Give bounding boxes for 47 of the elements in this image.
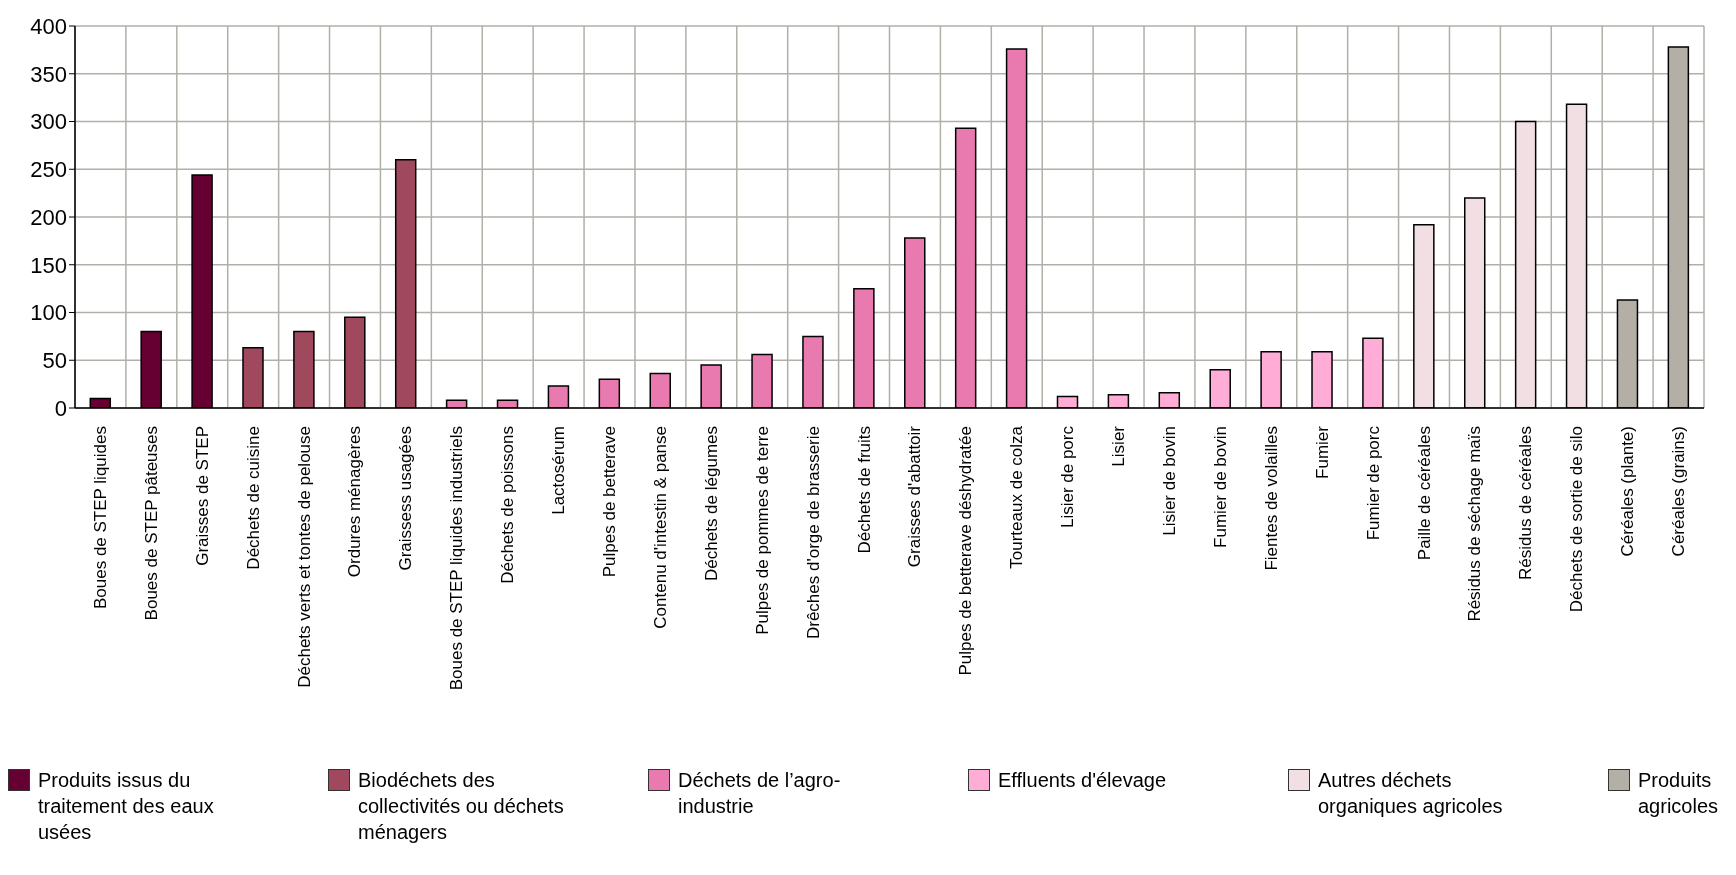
x-tick-label: Fumier (1312, 425, 1332, 479)
x-tick-label: Déchets verts et tontes de pelouse (294, 426, 314, 688)
x-tick-label: Fientes de volailles (1261, 426, 1281, 571)
legend-label: Déchets de l’agro-industrie (678, 768, 842, 819)
x-tick-label: Céréales (grains) (1669, 426, 1689, 557)
x-tick-label: Graissess usagées (396, 426, 416, 571)
x-tick-label: Résidus de séchage maïs (1465, 426, 1485, 622)
legend-label: Produits issus du traitement des eaux usées (38, 768, 215, 845)
legend-label: Biodéchets des collectivités ou déchets ménagers (358, 768, 565, 845)
x-tick-label: Déchets de fruits (854, 426, 874, 554)
y-tick-label: 300 (30, 109, 67, 135)
y-tick-label: 100 (30, 300, 67, 326)
x-tick-label: Céréales (plante) (1618, 426, 1638, 557)
x-tick-label: Fumier de bovin (1210, 426, 1230, 548)
y-tick-label: 200 (30, 204, 67, 230)
x-tick-label: Pulpes de betterave (600, 426, 620, 578)
legend-label: Produits agricoles (1638, 768, 1719, 819)
x-tick-label: Lisier (1109, 425, 1129, 467)
x-tick-label: Déchets de sortie de silo (1567, 426, 1587, 613)
x-tick-label: Déchets de poissons (498, 426, 518, 584)
x-tick-label: Déchets de cuisine (243, 426, 263, 570)
legend-label: Effluents d'élevage (998, 768, 1167, 793)
x-tick-label: Résidus de céréales (1516, 426, 1536, 581)
x-tick-label: Pulpes de betterave déshydratée (956, 426, 976, 676)
y-tick-label: 250 (30, 157, 67, 183)
y-tick-label: 150 (30, 252, 67, 278)
x-tick-label: Drêches d'orge de brasserie (803, 426, 823, 640)
x-tick-label: Boues de STEP pâteuses (141, 426, 161, 621)
y-tick-label: 50 (42, 348, 67, 374)
x-tick-label: Pulpes de pommes de terre (752, 426, 772, 635)
x-tick-label: Boues de STEP liquides industriels (447, 426, 467, 691)
x-tick-label: Graisses de STEP (192, 426, 212, 566)
y-tick-label: 400 (30, 13, 67, 39)
x-tick-label: Paille de céréales (1414, 426, 1434, 561)
x-tick-label: Ordures ménagères (345, 426, 365, 578)
x-tick-label: Graisses d'abattoir (905, 425, 925, 568)
x-tick-label: Lisier de bovin (1159, 426, 1179, 536)
x-tick-label: Lisier de porc (1058, 425, 1078, 529)
legend-label: Autres déchets organiques agricoles (1318, 768, 1504, 819)
x-tick-label: Contenu d'intestin & panse (650, 426, 670, 629)
y-tick-label: 0 (54, 395, 67, 421)
x-tick-label: Lactosérum (549, 426, 569, 515)
x-tick-label: Boues de STEP liquides (90, 426, 110, 610)
x-tick-label: Déchets de légumes (701, 426, 721, 581)
x-tick-label: Fumier de porc (1363, 425, 1383, 541)
x-tick-label: Tourteaux de colza (1007, 425, 1027, 569)
y-tick-label: 350 (30, 61, 67, 87)
